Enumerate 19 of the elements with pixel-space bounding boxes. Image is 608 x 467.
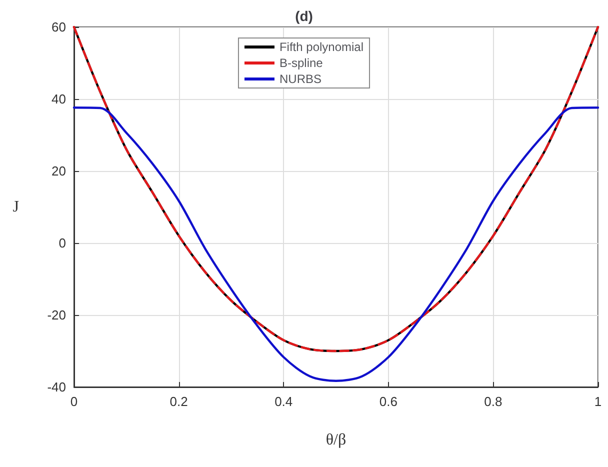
y-tick-label: 20 bbox=[52, 164, 66, 178]
legend-label: Fifth polynomial bbox=[279, 40, 364, 54]
legend-label: NURBS bbox=[279, 72, 322, 86]
y-tick-label: -40 bbox=[47, 380, 66, 394]
y-tick-label: 40 bbox=[52, 92, 66, 106]
y-axis-title: J bbox=[12, 198, 19, 216]
legend-label: B-spline bbox=[279, 56, 324, 70]
y-tick-label: 0 bbox=[58, 236, 66, 250]
x-tick-label: 0.2 bbox=[170, 394, 188, 409]
y-tick-label: -20 bbox=[47, 308, 66, 322]
y-tick-label: 60 bbox=[52, 20, 66, 34]
x-tick-label: 0.6 bbox=[379, 394, 398, 409]
line-series bbox=[72, 106, 600, 382]
x-tick-label: 0 bbox=[70, 394, 78, 409]
x-tick-label: 0.8 bbox=[484, 394, 502, 409]
x-axis-title: θ/β bbox=[326, 432, 346, 448]
chart-title: (d) bbox=[295, 8, 313, 24]
x-tick-label: 0.4 bbox=[274, 394, 293, 409]
x-tick-label: 1 bbox=[594, 394, 602, 409]
